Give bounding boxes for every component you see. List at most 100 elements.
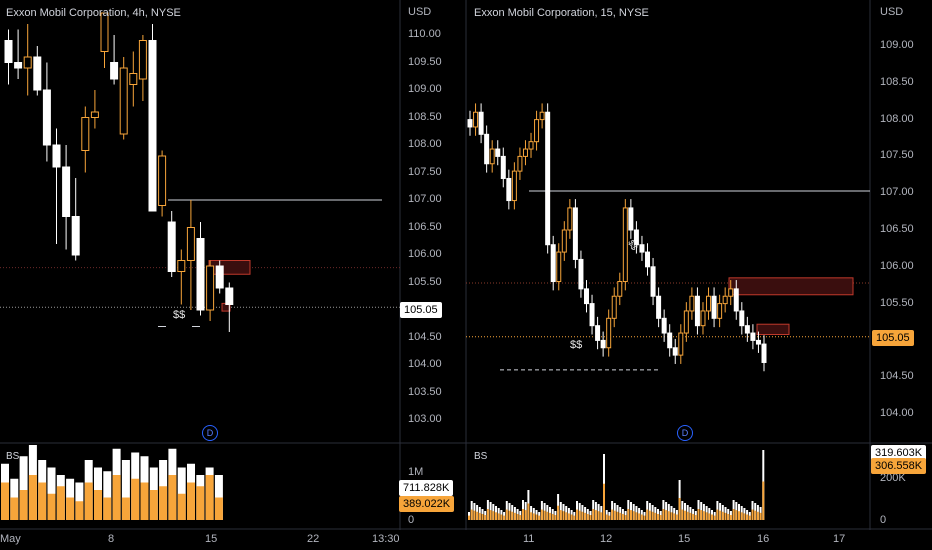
- right-volume-bar-buy: [654, 512, 657, 520]
- left-price-tick: 106.50: [408, 220, 442, 233]
- left-candle-body: [110, 62, 119, 80]
- right-volume-bar-buy: [724, 512, 727, 520]
- right-candle-body: [733, 288, 739, 312]
- right-volume-bar-buy: [648, 510, 651, 520]
- right-candle-body: [645, 251, 651, 268]
- left-volume-bar-buy: [112, 475, 121, 520]
- right-candle-body: [467, 119, 473, 128]
- right-candle-body: [600, 339, 606, 349]
- left-time-tick: 13:30: [372, 533, 400, 545]
- left-volume-bar-buy: [187, 482, 195, 520]
- left-volume-bar-buy: [28, 475, 37, 520]
- right-volume-bar-buy: [489, 510, 492, 520]
- right-volume-bar-buy: [729, 515, 732, 520]
- left-price-tick: 107.50: [408, 165, 442, 178]
- right-dividend-badge[interactable]: D: [677, 425, 693, 441]
- right-volume-bar-buy: [673, 513, 676, 520]
- left-volume-bar-buy: [214, 497, 223, 520]
- left-candle-body: [138, 40, 147, 80]
- right-volume-bar-buy: [738, 511, 740, 520]
- right-volume-bar-buy: [554, 515, 557, 520]
- left-volume-bar-buy: [56, 486, 65, 520]
- left-price-tick: 109.50: [408, 55, 442, 68]
- right-price-tick: 104.50: [880, 370, 914, 383]
- right-volume-bar-buy: [694, 515, 697, 520]
- right-candle-body: [511, 170, 517, 202]
- right-volume-bar-buy: [640, 514, 643, 520]
- right-volume-bar-buy: [546, 511, 549, 520]
- right-volume-bar-buy: [686, 511, 689, 520]
- left-candle-body: [158, 155, 167, 206]
- left-candle-body: [23, 56, 32, 69]
- left-candle-body: [215, 265, 224, 289]
- right-volume-bar-buy: [570, 514, 573, 520]
- right-candle-body: [761, 343, 767, 363]
- right-candle-body: [672, 347, 678, 356]
- right-volume-bar-buy: [532, 513, 535, 520]
- right-price-tick: 106.00: [880, 259, 914, 272]
- left-volume-label: BS: [6, 451, 20, 462]
- left-price-tick: 103.00: [408, 413, 442, 425]
- left-volume-bar-buy: [10, 497, 19, 520]
- right-volume-bar-buy: [600, 512, 603, 520]
- right-candle-body: [473, 111, 479, 128]
- right-volume-bar-buy: [495, 512, 497, 520]
- left-candle-body: [225, 287, 234, 305]
- left-volume-tag-buy: 389.022K: [399, 496, 455, 512]
- right-candle-body: [539, 111, 545, 121]
- right-candle-body: [667, 332, 673, 349]
- left-volume-bar-buy: [1, 482, 9, 520]
- right-candle-body: [506, 177, 512, 202]
- right-volume-bar-buy: [624, 515, 627, 520]
- right-volume-bar-buy: [516, 513, 519, 520]
- left-time-tick: 8: [108, 533, 115, 545]
- right-candle-body: [739, 310, 745, 327]
- left-price-tick: 107.00: [408, 193, 442, 205]
- right-candle-body: [495, 148, 501, 157]
- left-volume-bar-buy: [196, 486, 205, 520]
- right-volume-bar-buy: [584, 512, 587, 520]
- left-price-tick: 110.00: [408, 28, 441, 40]
- right-candle-body: [617, 281, 623, 297]
- right-volume-bar-buy: [543, 510, 546, 520]
- left-currency-label: USD: [408, 6, 432, 18]
- right-price-tick: 105.50: [880, 296, 914, 309]
- right-volume-bar-buy: [613, 510, 616, 520]
- right-volume-label: BS: [474, 451, 488, 462]
- right-volume-bar-buy: [727, 513, 730, 520]
- left-current-price-tag: 105.05: [400, 302, 442, 318]
- right-current-price-tag: 105.05: [872, 330, 914, 346]
- left-dividend-badge[interactable]: D: [202, 425, 218, 441]
- right-candle-body: [661, 317, 667, 334]
- right-volume-bar-buy: [759, 512, 762, 520]
- right-volume-bar-buy: [608, 515, 611, 520]
- right-volume-bar-buy: [627, 509, 630, 520]
- right-candle-body: [628, 207, 634, 231]
- right-time-tick: 11: [523, 533, 535, 545]
- right-candle-body: [650, 266, 656, 297]
- right-candle-body: [522, 148, 528, 157]
- right-chart-title: Exxon Mobil Corporation, 15, NYSE: [474, 7, 649, 19]
- right-volume-bar-buy: [635, 512, 638, 520]
- right-candle-body: [683, 310, 689, 334]
- left-chart-title: Exxon Mobil Corporation, 4h, NYSE: [6, 7, 181, 19]
- right-candle-body: [478, 111, 484, 135]
- left-volume-bar-buy: [66, 497, 75, 520]
- right-volume-bar-buy: [762, 481, 765, 520]
- right-volume-bar-buy: [581, 511, 584, 520]
- right-volume-bar-buy: [667, 511, 670, 520]
- left-volume-bar-buy: [94, 490, 102, 520]
- right-volume-bar-buy: [662, 509, 665, 520]
- right-volume-bar-buy: [468, 515, 470, 520]
- right-volume-bar-buy: [535, 514, 538, 520]
- right-volume-bar-buy: [675, 514, 678, 520]
- right-volume-bar-buy: [670, 512, 673, 520]
- right-volume-bar-buy: [705, 512, 708, 520]
- left-candle-body: [71, 216, 80, 256]
- left-volume-bar-buy: [75, 501, 84, 520]
- right-candle-body: [556, 251, 562, 283]
- right-volume-bar-buy: [527, 503, 530, 520]
- left-candle-body: [62, 166, 71, 217]
- left-candle-body: [119, 67, 128, 135]
